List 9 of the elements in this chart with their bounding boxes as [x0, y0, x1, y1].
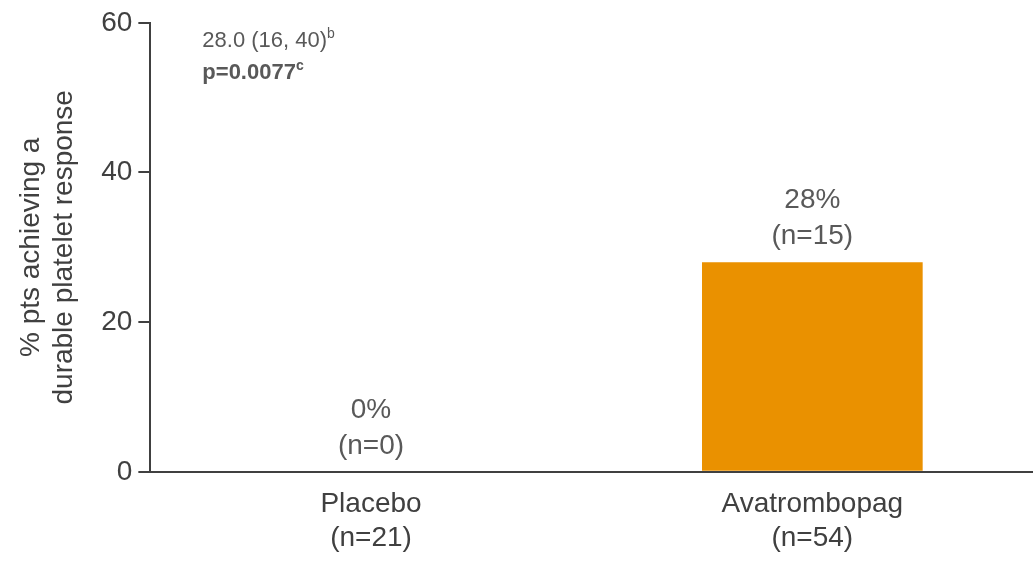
- data-label: 0% (n=0): [337, 392, 405, 460]
- y-tick-label: 0: [116, 454, 133, 486]
- y-axis-title: % pts achieving a durable platelet response: [13, 90, 79, 405]
- y-tick-label: 20: [101, 304, 133, 336]
- x-tick-label: Placebo (n=21): [320, 487, 422, 552]
- y-tick-label: 60: [101, 5, 133, 37]
- x-tick-label: Avatrombopag (n=54): [721, 487, 904, 552]
- data-label: 28% (n=15): [771, 182, 854, 250]
- y-tick-label: 40: [101, 155, 133, 187]
